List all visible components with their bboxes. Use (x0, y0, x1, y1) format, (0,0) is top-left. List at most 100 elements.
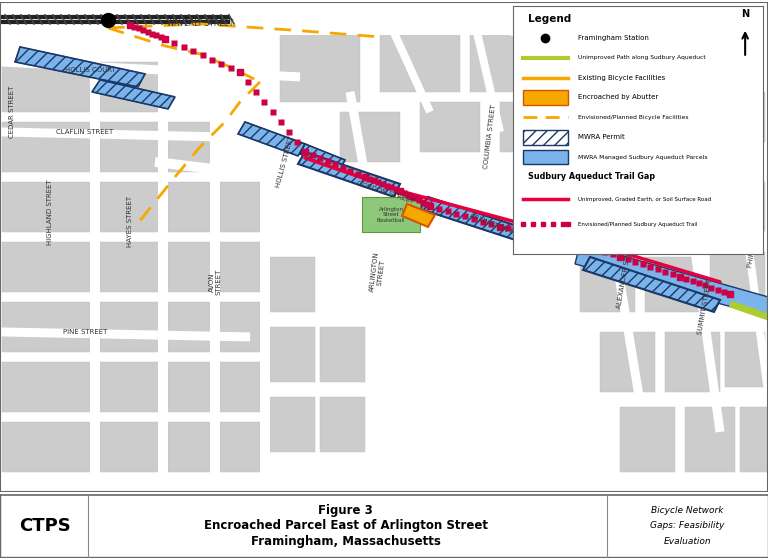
Bar (168, 302, 213, 352)
Text: CTPS: CTPS (19, 517, 71, 535)
Bar (2, 362, 92, 412)
Polygon shape (402, 204, 435, 227)
Text: HIGHLAND STREET: HIGHLAND STREET (47, 179, 53, 245)
Text: Sudbury Aqueduct Trail Gap: Sudbury Aqueduct Trail Gap (528, 172, 655, 181)
Text: GORDON STREET: GORDON STREET (356, 180, 415, 204)
Polygon shape (0, 328, 250, 341)
Bar (100, 182, 160, 232)
Bar (620, 407, 675, 472)
Text: Gaps: Feasibility: Gaps: Feasibility (650, 521, 724, 531)
Polygon shape (0, 57, 300, 81)
Text: ARLINGTON
STREET: ARLINGTON STREET (369, 251, 387, 293)
Bar (2, 122, 92, 172)
Bar (523, 130, 568, 145)
Polygon shape (575, 244, 768, 317)
Bar (280, 32, 360, 102)
Polygon shape (154, 157, 768, 242)
Bar (470, 32, 530, 92)
Text: Envisioned/Planned Bicycle Facilities: Envisioned/Planned Bicycle Facilities (578, 115, 688, 120)
Text: CEDAR STREET: CEDAR STREET (9, 86, 15, 138)
Polygon shape (15, 47, 145, 87)
Bar (220, 242, 260, 292)
Text: WAVERLY STREET: WAVERLY STREET (167, 20, 233, 28)
Bar (720, 182, 765, 232)
Bar (168, 182, 213, 232)
Polygon shape (300, 144, 345, 170)
Text: PINE STREET: PINE STREET (63, 329, 108, 335)
Bar (168, 242, 213, 292)
Polygon shape (466, 1, 504, 133)
Polygon shape (0, 25, 768, 35)
Polygon shape (260, 2, 270, 492)
Text: Unimproved, Graded Earth, or Soil Surface Road: Unimproved, Graded Earth, or Soil Surfac… (578, 197, 711, 202)
Text: Arlington
Street
Basketball: Arlington Street Basketball (377, 206, 406, 223)
Polygon shape (429, 168, 621, 251)
Text: Figure 3: Figure 3 (318, 504, 373, 517)
Bar (168, 122, 213, 172)
Bar (740, 407, 768, 472)
Bar (645, 257, 700, 312)
Bar (620, 32, 680, 92)
Polygon shape (0, 127, 220, 141)
Bar (220, 302, 260, 352)
Text: AVON
STREET: AVON STREET (208, 269, 221, 295)
Bar (710, 252, 765, 302)
Polygon shape (376, 0, 434, 114)
Polygon shape (448, 0, 768, 156)
Text: Legend: Legend (528, 15, 571, 24)
Polygon shape (238, 122, 305, 156)
Bar (100, 242, 160, 292)
Bar (715, 92, 765, 142)
Polygon shape (90, 2, 100, 492)
Bar (690, 32, 760, 82)
Text: IRVING STREET: IRVING STREET (566, 161, 614, 193)
Bar (540, 32, 610, 92)
Text: N: N (741, 9, 750, 19)
Polygon shape (346, 91, 405, 373)
Text: MWRA Managed Sudbury Aqueduct Parcels: MWRA Managed Sudbury Aqueduct Parcels (578, 155, 707, 160)
Bar (420, 102, 480, 152)
Bar (168, 362, 213, 412)
Bar (100, 302, 160, 352)
Bar (725, 332, 765, 387)
Text: SUMMIT STREET: SUMMIT STREET (697, 278, 713, 335)
Text: COLUMBIA STREET: COLUMBIA STREET (483, 104, 497, 170)
Bar (220, 182, 260, 232)
Text: Encroached by Abutter: Encroached by Abutter (578, 94, 658, 100)
Bar (650, 102, 705, 152)
Bar (523, 90, 568, 105)
Bar (660, 182, 715, 232)
Bar (220, 362, 260, 412)
Bar (100, 422, 160, 472)
Bar (665, 332, 720, 392)
Polygon shape (736, 181, 768, 392)
Bar (320, 327, 365, 382)
Bar (2, 302, 92, 352)
Polygon shape (298, 152, 400, 197)
Text: Bicycle Network: Bicycle Network (651, 506, 723, 515)
Bar (580, 257, 635, 312)
Bar (685, 407, 735, 472)
Text: Encroached Parcel East of Arlington Street: Encroached Parcel East of Arlington Stre… (204, 519, 488, 532)
Bar (270, 327, 315, 382)
Polygon shape (158, 2, 168, 492)
Polygon shape (676, 141, 724, 432)
Polygon shape (583, 257, 720, 312)
Text: Envisioned/Planned Sudbury Aqueduct Trail: Envisioned/Planned Sudbury Aqueduct Trai… (578, 222, 697, 227)
Polygon shape (585, 101, 644, 403)
Text: Framingham, Massachusetts: Framingham, Massachusetts (250, 535, 441, 548)
Bar (270, 257, 315, 312)
Bar (600, 332, 655, 392)
Text: ARLINGTON PLACE: ARLINGTON PLACE (468, 212, 531, 242)
Text: HOLLIS STREET: HOLLIS STREET (275, 136, 295, 189)
Bar (270, 397, 315, 452)
Text: Existing Bicycle Facilities: Existing Bicycle Facilities (578, 75, 665, 80)
Bar (2, 242, 92, 292)
Bar (100, 362, 160, 412)
Polygon shape (210, 2, 220, 492)
Text: PHIPPS STREET: PHIPPS STREET (747, 215, 763, 268)
Text: HOLLIS COURT: HOLLIS COURT (65, 67, 115, 73)
Bar (2, 182, 92, 232)
Bar (380, 32, 460, 92)
Text: Evaluation: Evaluation (664, 537, 711, 546)
